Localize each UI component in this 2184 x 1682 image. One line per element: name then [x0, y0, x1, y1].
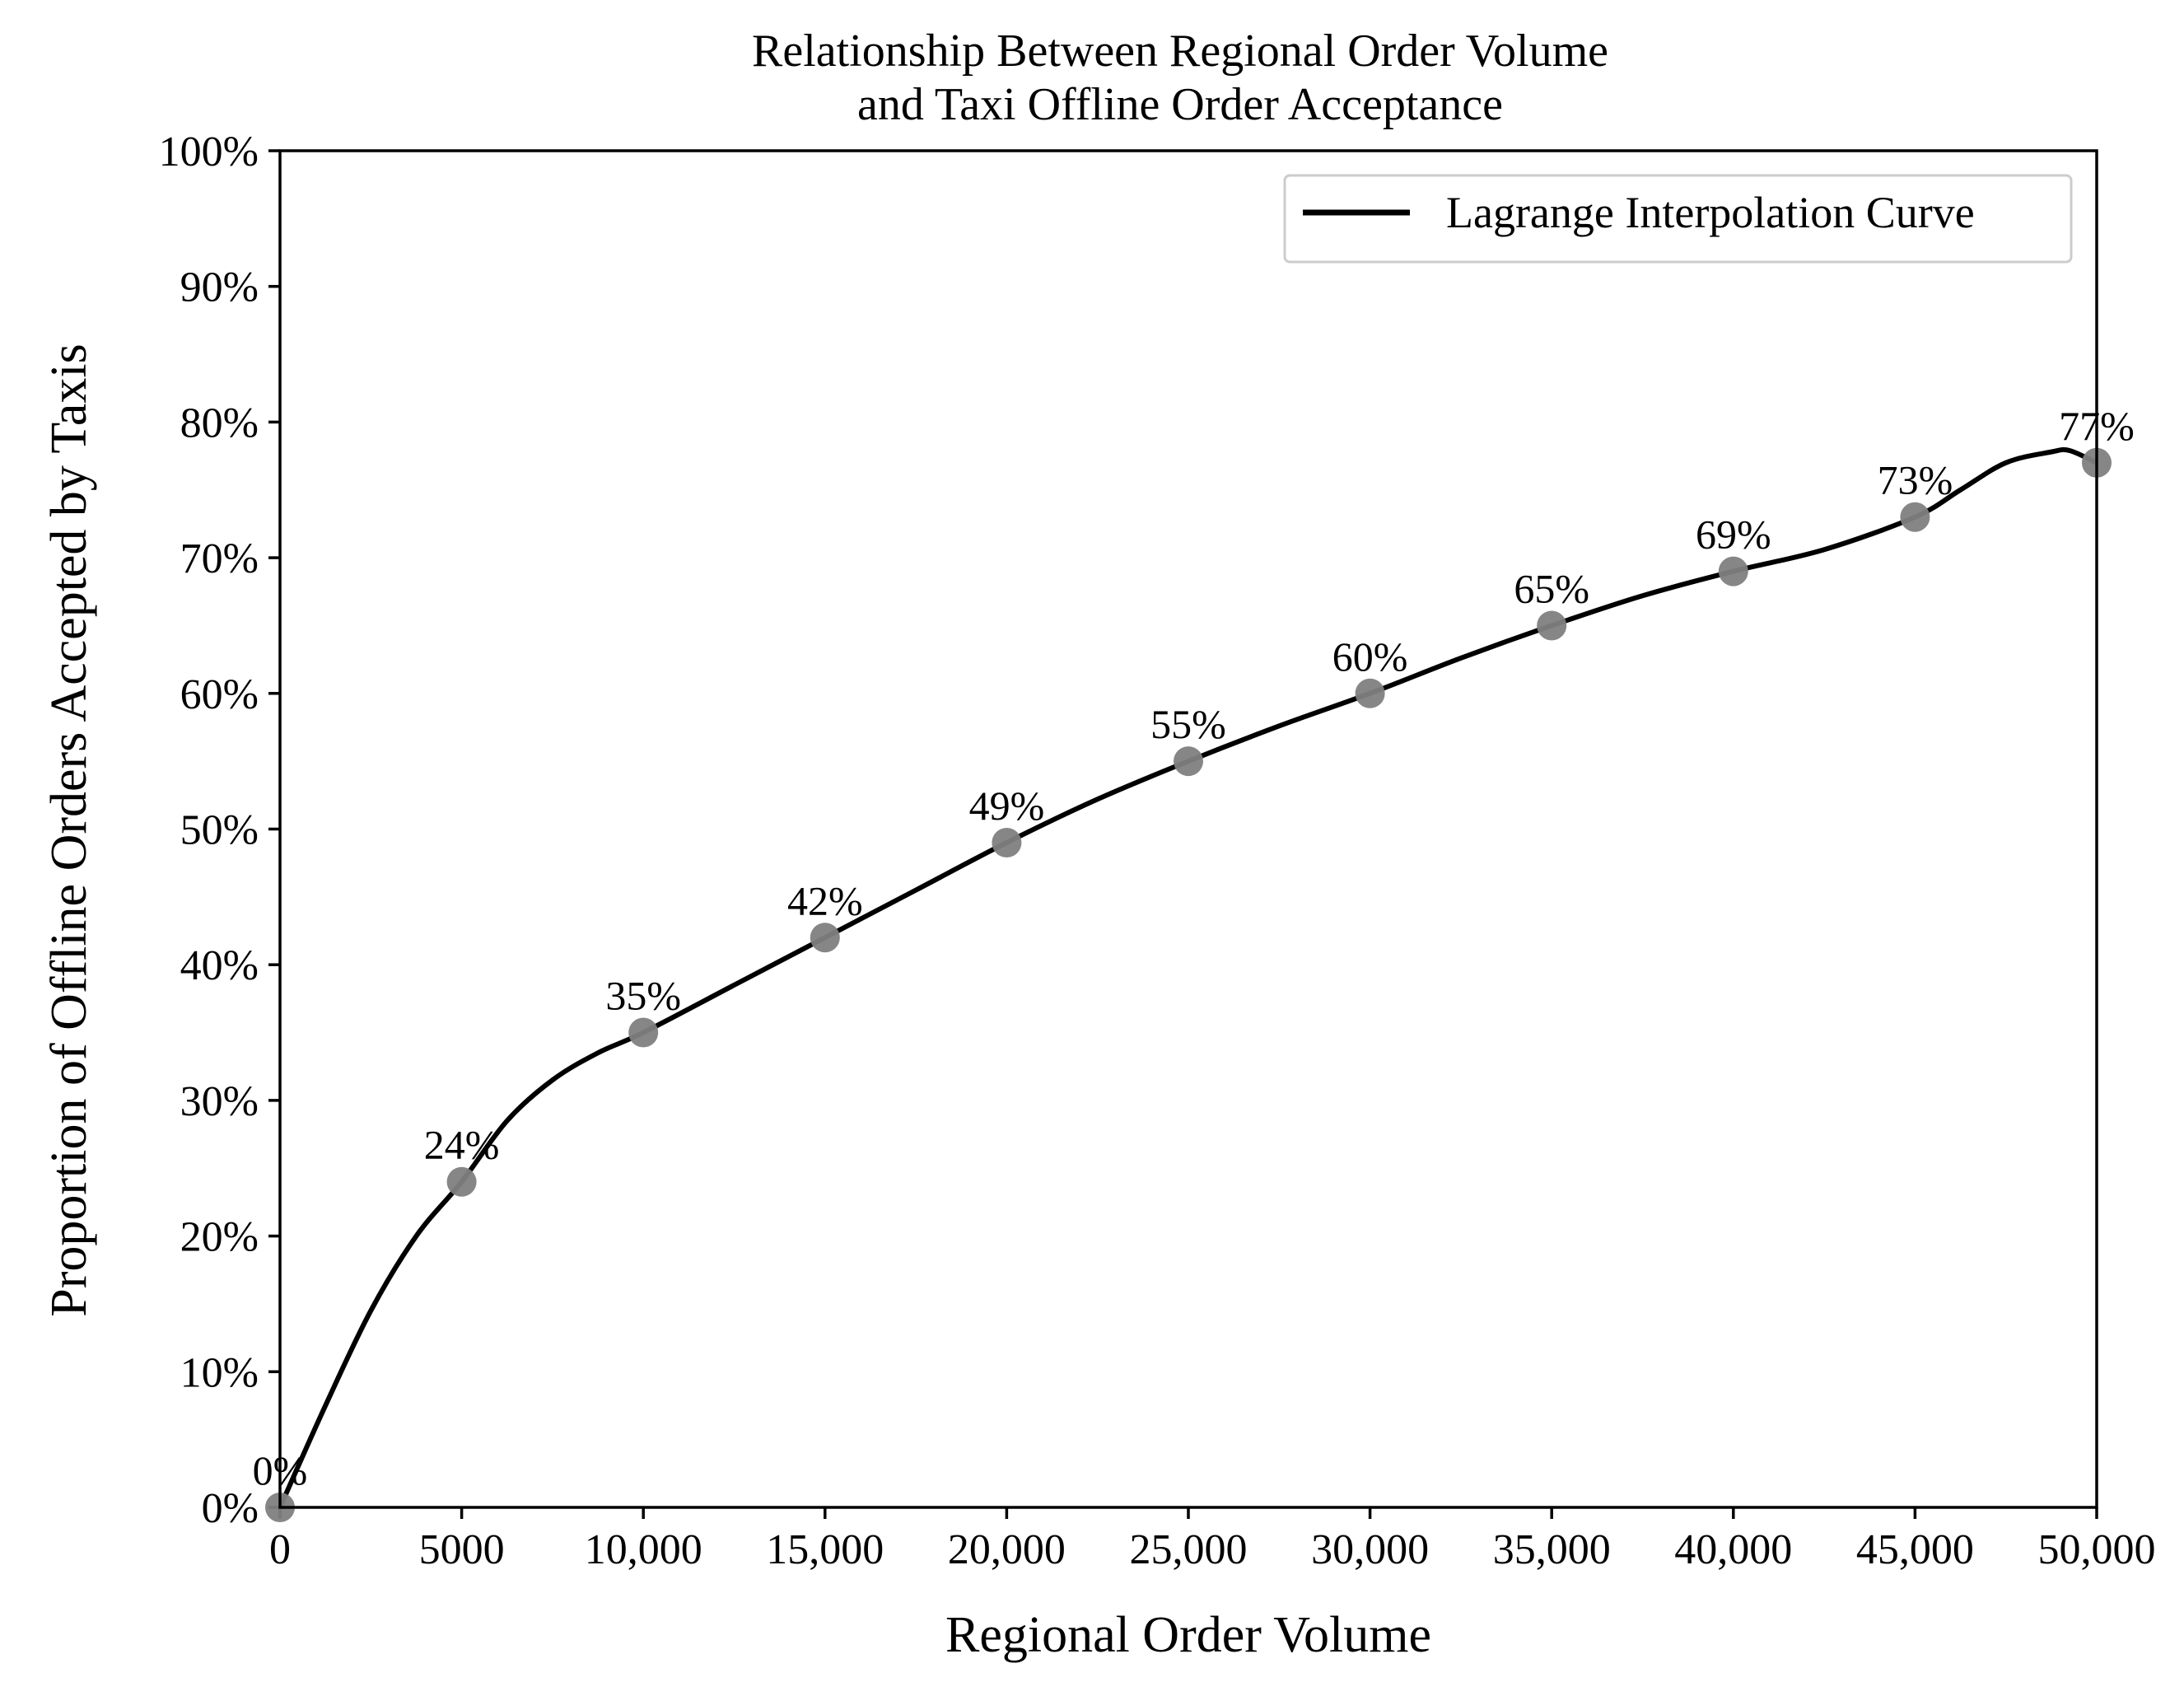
- legend-box: [1283, 174, 2073, 264]
- y-tick-label: 60%: [180, 671, 259, 718]
- x-tick-label: 35,000: [1493, 1526, 1611, 1573]
- data-point: [810, 923, 840, 953]
- x-axis-label: Regional Order Volume: [945, 1607, 1431, 1663]
- y-tick-label: 10%: [180, 1349, 259, 1396]
- data-label: 55%: [1150, 701, 1226, 747]
- y-tick-label: 80%: [180, 399, 259, 446]
- x-tick-label: 20,000: [948, 1526, 1066, 1573]
- data-label: 69%: [1696, 512, 1771, 558]
- x-tick-label: 15,000: [766, 1526, 884, 1573]
- data-label: 35%: [605, 973, 681, 1019]
- plot-frame: [278, 149, 2098, 1509]
- x-tick-label: 25,000: [1130, 1526, 1248, 1573]
- data-point: [628, 1017, 659, 1048]
- data-point: [446, 1166, 477, 1197]
- x-tick-label: 50,000: [2038, 1526, 2156, 1573]
- y-tick-label: 50%: [180, 807, 259, 854]
- x-tick-label: 10,000: [585, 1526, 702, 1573]
- y-tick-label: 40%: [180, 942, 259, 989]
- data-point: [1174, 746, 1203, 777]
- y-tick-label: 20%: [180, 1214, 259, 1261]
- x-tick-label: 30,000: [1311, 1526, 1429, 1573]
- data-point: [1900, 502, 1930, 532]
- y-tick-label: 0%: [202, 1485, 259, 1532]
- legend-label: Lagrange Interpolation Curve: [1446, 188, 1975, 237]
- y-tick-label: 90%: [180, 264, 259, 311]
- x-axis-ticks: 0 5000 10,000 15,000 20,000 25,000 30,000 35,00…: [269, 1507, 2156, 1573]
- chart-title-line-2: and Taxi Offline Order Acceptance: [857, 79, 1503, 130]
- data-label: 49%: [969, 783, 1045, 829]
- chart-title-line-1: Relationship Between Regional Order Volu…: [752, 26, 1608, 77]
- data-point: [1718, 556, 1748, 586]
- lagrange-interpolation-curve: [280, 446, 2097, 1507]
- x-tick-label: 0: [269, 1526, 291, 1573]
- x-tick-label: 5000: [419, 1526, 505, 1573]
- data-label: 42%: [787, 877, 863, 923]
- data-label: 24%: [424, 1122, 500, 1168]
- x-tick-label: 40,000: [1674, 1526, 1792, 1573]
- y-tick-label: 30%: [180, 1078, 259, 1125]
- y-axis-label: Proportion of Offline Orders Accepted by…: [41, 343, 97, 1316]
- legend: Lagrange Interpolation Curve: [1283, 174, 2073, 264]
- data-point: [992, 827, 1022, 857]
- y-tick-label: 70%: [180, 535, 259, 582]
- data-label: 65%: [1514, 565, 1589, 611]
- x-tick-label: 45,000: [1856, 1526, 1974, 1573]
- y-tick-label: 100%: [159, 128, 259, 175]
- data-point: [1355, 678, 1385, 708]
- data-point: [1537, 610, 1567, 641]
- data-label: 60%: [1332, 633, 1408, 680]
- data-label: 73%: [1878, 457, 1953, 503]
- plot-area: [280, 446, 2097, 1507]
- y-axis-ticks: 0% 10% 20% 30% 40% 50% 60% 70% 80% 90% 100%: [159, 128, 280, 1532]
